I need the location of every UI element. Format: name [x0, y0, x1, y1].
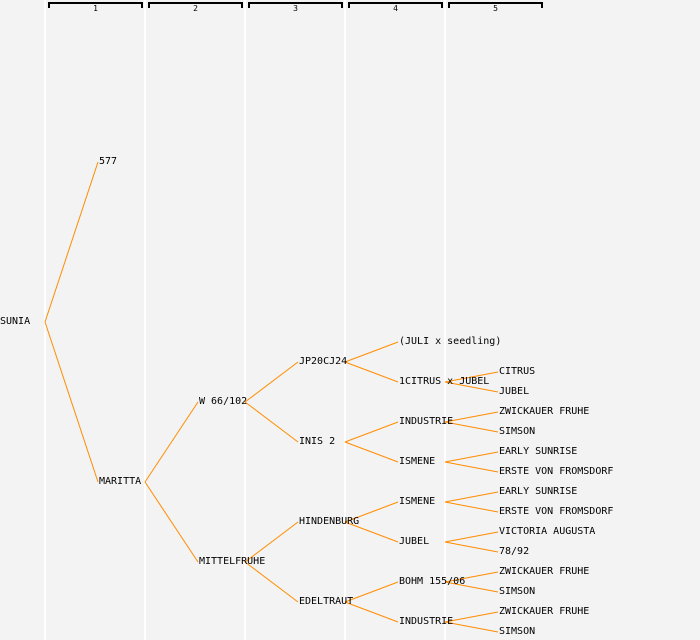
generation-label: 4 — [393, 4, 398, 13]
pedigree-link — [444, 571, 499, 583]
pedigree-link — [344, 341, 399, 363]
pedigree-node[interactable]: ISMENE — [399, 456, 436, 467]
pedigree-node[interactable]: CITRUS — [499, 366, 536, 377]
pedigree-node[interactable]: 1CITRUS x JUBEL — [399, 376, 490, 387]
pedigree-link — [444, 411, 499, 423]
pedigree-node[interactable]: ZWICKAUER FRUHE — [499, 406, 590, 417]
pedigree-link — [244, 361, 299, 403]
pedigree-link — [344, 361, 399, 383]
pedigree-node[interactable]: INDUSTRIE — [399, 616, 454, 627]
pedigree-node[interactable]: W 66/102 — [199, 396, 248, 407]
pedigree-link — [444, 611, 499, 623]
pedigree-node[interactable]: ZWICKAUER FRUHE — [499, 606, 590, 617]
generation-header-5: 5 — [448, 2, 543, 13]
pedigree-node[interactable]: INIS 2 — [299, 436, 336, 447]
generation-label: 1 — [93, 4, 98, 13]
pedigree-link — [344, 601, 399, 623]
pedigree-node[interactable]: EARLY SUNRISE — [499, 446, 578, 457]
generation-label: 5 — [493, 4, 498, 13]
pedigree-link — [344, 441, 399, 463]
generation-label: 3 — [293, 4, 298, 13]
pedigree-node[interactable]: VICTORIA AUGUSTA — [499, 526, 596, 537]
generation-header-4: 4 — [348, 2, 443, 13]
pedigree-link — [444, 501, 499, 513]
column-separator — [344, 0, 346, 640]
pedigree-node[interactable]: INDUSTRIE — [399, 416, 454, 427]
pedigree-link — [344, 581, 399, 603]
pedigree-node[interactable]: JUBEL — [399, 536, 430, 547]
pedigree-node[interactable]: MITTELFRUHE — [199, 556, 266, 567]
pedigree-node[interactable]: ISMENE — [399, 496, 436, 507]
generation-header-2: 2 — [148, 2, 243, 13]
column-separator — [44, 0, 46, 640]
pedigree-node[interactable]: 577 — [99, 156, 118, 167]
generation-header-1: 1 — [48, 2, 143, 13]
pedigree-link — [244, 521, 299, 563]
column-separator — [244, 0, 246, 640]
pedigree-link — [444, 581, 499, 593]
pedigree-link — [344, 521, 399, 543]
pedigree-link — [444, 421, 499, 433]
pedigree-link — [344, 501, 399, 523]
pedigree-node[interactable]: JUBEL — [499, 386, 530, 397]
pedigree-link — [444, 491, 499, 503]
column-separator — [444, 0, 446, 640]
pedigree-node[interactable]: BOHM 155/06 — [399, 576, 466, 587]
pedigree-node[interactable]: ERSTE VON FROMSDORF — [499, 506, 614, 517]
pedigree-node[interactable]: ZWICKAUER FRUHE — [499, 566, 590, 577]
column-separator — [144, 0, 146, 640]
pedigree-link — [444, 461, 499, 473]
pedigree-node[interactable]: HINDENBURG — [299, 516, 360, 527]
pedigree-node[interactable]: (JULI x seedling) — [399, 336, 502, 347]
pedigree-link — [44, 321, 99, 483]
pedigree-node[interactable]: SIMSON — [499, 626, 536, 637]
pedigree-node[interactable]: ERSTE VON FROMSDORF — [499, 466, 614, 477]
pedigree-link — [344, 421, 399, 443]
pedigree-link — [444, 381, 499, 393]
pedigree-link — [444, 451, 499, 463]
pedigree-node[interactable]: EARLY SUNRISE — [499, 486, 578, 497]
pedigree-link — [244, 401, 299, 443]
pedigree-node[interactable]: EDELTRAUT — [299, 596, 354, 607]
pedigree-link — [444, 531, 499, 543]
pedigree-node[interactable]: 78/92 — [499, 546, 530, 557]
generation-header-3: 3 — [248, 2, 343, 13]
pedigree-link — [444, 541, 499, 553]
pedigree-link — [444, 621, 499, 633]
pedigree-link — [244, 561, 299, 603]
pedigree-node[interactable]: SIMSON — [499, 586, 536, 597]
pedigree-link — [444, 371, 499, 383]
pedigree-node[interactable]: SIMSON — [499, 426, 536, 437]
pedigree-link — [144, 481, 199, 563]
pedigree-link — [144, 401, 199, 483]
generation-label: 2 — [193, 4, 198, 13]
pedigree-node[interactable]: MARITTA — [99, 476, 142, 487]
pedigree-node[interactable]: JP20CJ24 — [299, 356, 348, 367]
pedigree-link — [44, 161, 99, 323]
pedigree-node[interactable]: SUNIA — [0, 316, 31, 327]
